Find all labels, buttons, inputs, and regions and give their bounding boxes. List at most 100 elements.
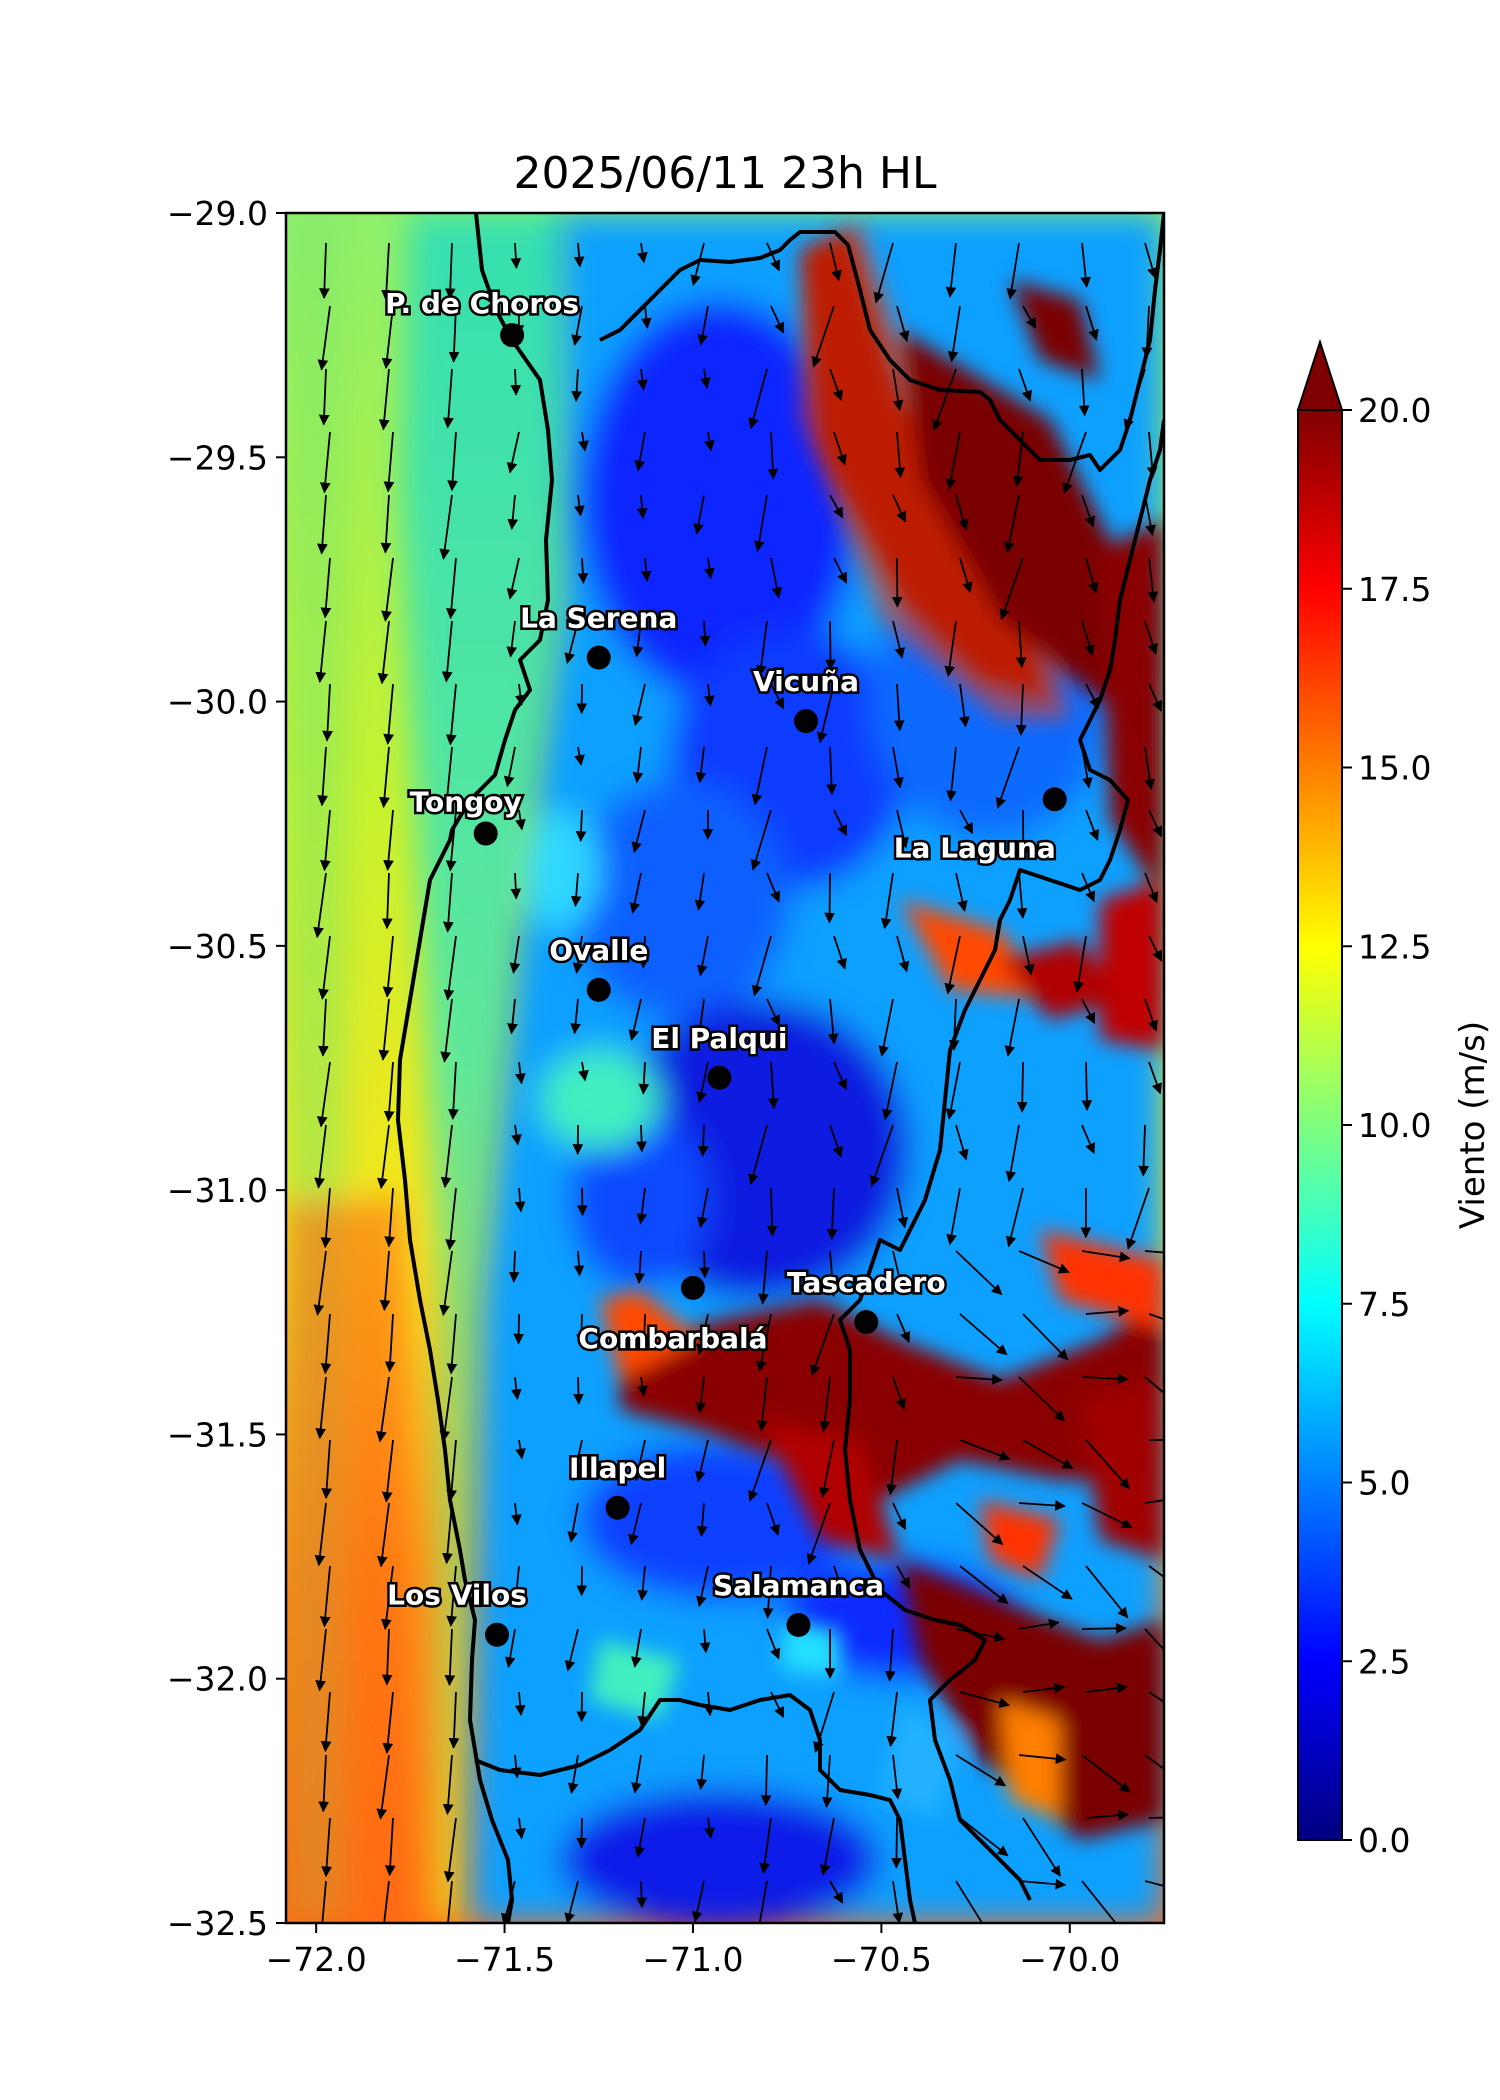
wind-arrow bbox=[810, 1313, 835, 1377]
wind-arrow bbox=[1144, 872, 1159, 904]
wind-arrow bbox=[511, 1124, 522, 1146]
wind-arrow bbox=[999, 557, 1024, 620]
place-label: Tascadero bbox=[787, 1266, 946, 1299]
wind-arrow bbox=[569, 1439, 583, 1482]
wind-arrow bbox=[318, 1754, 330, 1813]
wind-arrow bbox=[892, 1502, 907, 1531]
wind-arrow bbox=[891, 1754, 903, 1800]
wind-arrow bbox=[747, 1439, 772, 1502]
wind-arrow bbox=[881, 1061, 898, 1121]
wind-arrow bbox=[443, 368, 454, 429]
wind-arrow bbox=[756, 1376, 768, 1432]
wind-arrow bbox=[758, 1880, 768, 1923]
wind-arrow bbox=[693, 494, 705, 535]
colorbar: 0.0 2.5 5.0 7.5 10.0 12.5 15.0 17.5 20.0 Viento … bbox=[1296, 338, 1493, 1860]
wind-arrow bbox=[320, 1313, 332, 1375]
wind-arrow bbox=[829, 1124, 843, 1158]
wind-arrow bbox=[320, 1187, 332, 1249]
wind-arrow bbox=[576, 1313, 587, 1346]
wind-arrow bbox=[767, 431, 779, 480]
wind-arrow bbox=[884, 1628, 896, 1682]
wind-arrow bbox=[766, 1187, 778, 1237]
wind-arrow bbox=[829, 242, 842, 282]
wind-arrow bbox=[632, 683, 646, 727]
wind-arrow bbox=[381, 305, 394, 370]
wind-arrow bbox=[441, 620, 453, 683]
wind-arrow bbox=[1081, 1502, 1133, 1529]
place-marker bbox=[794, 709, 819, 734]
wind-arrow bbox=[439, 1376, 453, 1442]
wind-arrow bbox=[1018, 1878, 1067, 1890]
wind-arrow bbox=[382, 1691, 394, 1755]
wind-arrow bbox=[896, 809, 909, 849]
wind-arrow bbox=[959, 683, 970, 728]
wind-arrow bbox=[316, 1061, 331, 1128]
wind-arrow bbox=[447, 431, 458, 492]
wind-arrow bbox=[381, 1628, 393, 1686]
wind-arrow bbox=[1015, 683, 1027, 736]
wind-arrow bbox=[379, 1250, 391, 1312]
wind-arrow bbox=[315, 1628, 327, 1692]
wind-arrow bbox=[321, 1880, 327, 1923]
wind-arrow bbox=[442, 1502, 453, 1565]
wind-arrow bbox=[896, 1565, 911, 1589]
wind-arrow bbox=[1018, 1753, 1067, 1765]
colorbar-tick-label: 17.5 bbox=[1358, 570, 1431, 609]
wind-arrow bbox=[896, 1313, 911, 1343]
plot-frame bbox=[284, 211, 1166, 1925]
wind-arrow bbox=[1085, 1809, 1130, 1821]
wind-arrow bbox=[320, 557, 332, 619]
wind-arrow bbox=[509, 935, 521, 974]
wind-arrow bbox=[319, 1565, 331, 1628]
x-tick-label: −70.5 bbox=[831, 1940, 932, 1979]
place-label: Illapel bbox=[569, 1452, 666, 1485]
wind-arrow bbox=[319, 242, 330, 300]
wind-arrow bbox=[444, 242, 456, 300]
wind-arrow bbox=[1085, 1306, 1130, 1317]
y-tick-label: −31.5 bbox=[167, 1415, 268, 1454]
wind-arrow bbox=[315, 620, 327, 684]
wind-arrow bbox=[696, 1313, 709, 1356]
wind-arrow bbox=[515, 683, 526, 707]
colorbar-tick-label: 10.0 bbox=[1358, 1106, 1431, 1145]
wind-arrow bbox=[631, 809, 646, 854]
wind-arrow bbox=[578, 1061, 589, 1082]
wind-arrow bbox=[377, 620, 390, 685]
wind-arrow bbox=[1081, 620, 1095, 656]
wind-arrow bbox=[1085, 683, 1100, 709]
wind-arrow bbox=[314, 1124, 327, 1189]
y-tick-label: −30.5 bbox=[167, 927, 268, 966]
wind-arrow bbox=[1085, 305, 1099, 341]
wind-arrow bbox=[770, 557, 783, 599]
wind-arrow bbox=[321, 1439, 333, 1500]
wind-arrow bbox=[760, 1754, 772, 1807]
wind-arrow bbox=[571, 368, 583, 403]
colorbar-tick-label: 15.0 bbox=[1358, 749, 1431, 788]
wind-arrow bbox=[955, 1374, 1003, 1385]
wind-arrow bbox=[1148, 1313, 1164, 1321]
wind-arrow bbox=[1081, 1250, 1131, 1263]
place-marker bbox=[586, 977, 611, 1002]
wind-arrow bbox=[1018, 1618, 1060, 1630]
wind-arrow bbox=[833, 431, 847, 466]
wind-arrow bbox=[574, 746, 585, 766]
wind-arrow bbox=[1148, 1565, 1164, 1579]
wind-arrow bbox=[318, 368, 330, 426]
wind-arrow bbox=[955, 1628, 1006, 1643]
wind-arrow bbox=[955, 1250, 1003, 1296]
wind-arrow bbox=[1016, 1061, 1028, 1113]
place-marker bbox=[707, 1065, 732, 1090]
wind-arrow bbox=[816, 683, 835, 744]
wind-arrow bbox=[442, 872, 454, 933]
wind-arrow bbox=[694, 872, 706, 911]
place-marker bbox=[786, 1612, 811, 1637]
wind-arrow bbox=[880, 872, 894, 930]
wind-arrow bbox=[511, 1565, 523, 1602]
wind-arrow bbox=[636, 494, 648, 520]
wind-arrow bbox=[381, 872, 393, 930]
wind-arrow bbox=[448, 1691, 460, 1749]
coastline bbox=[396, 213, 554, 1923]
wind-arrow bbox=[319, 431, 331, 494]
wind-arrow bbox=[892, 368, 904, 412]
wind-arrow bbox=[932, 368, 957, 432]
